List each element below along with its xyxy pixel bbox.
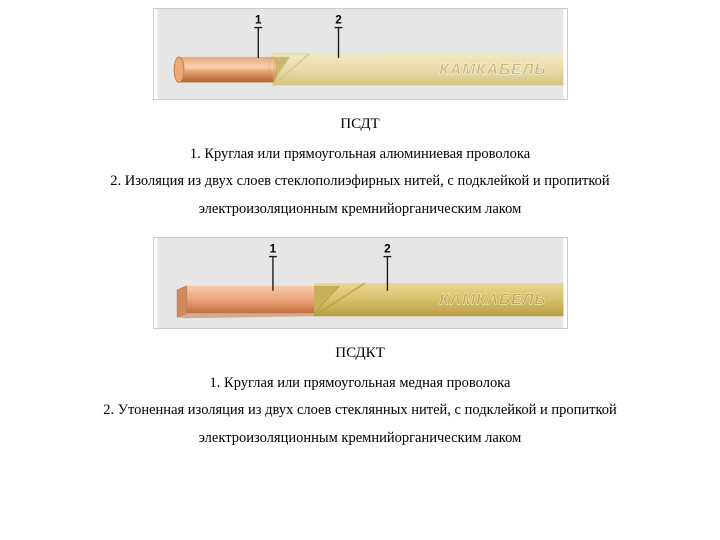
text-psdkt: ПСДКТ 1. Круглая или прямоугольная медна…	[103, 335, 617, 452]
psdt-line3: электроизоляционным кремнийорганическим …	[110, 196, 609, 224]
title-psdt: ПСДТ	[110, 110, 609, 139]
svg-text:1: 1	[269, 243, 276, 256]
text-psdt: ПСДТ 1. Круглая или прямоугольная алюмин…	[110, 106, 609, 223]
section-psdt: КАМКАБЕЛЬ 1 2 ПСДТ 1. Круглая или прямоуго…	[8, 8, 712, 223]
svg-text:1: 1	[255, 14, 262, 27]
svg-text:2: 2	[384, 243, 391, 256]
psdt-line2: 2. Изоляция из двух слоев стеклополиэфир…	[110, 168, 609, 196]
psdkt-line2: 2. Утоненная изоляция из двух слоев стек…	[103, 397, 617, 425]
diagram-psdkt: КАМКАБЕЛЬ 1 2	[153, 237, 568, 329]
section-psdkt: КАМКАБЕЛЬ 1 2 ПСДКТ 1. Круглая или прямоуг…	[8, 237, 712, 452]
title-psdkt: ПСДКТ	[103, 339, 617, 368]
svg-text:КАМКАБЕЛЬ: КАМКАБЕЛЬ	[439, 292, 546, 309]
psdkt-line3: электроизоляционным кремнийорганическим …	[103, 425, 617, 453]
svg-text:КАМКАБЕЛЬ: КАМКАБЕЛЬ	[439, 62, 546, 79]
psdt-line1: 1. Круглая или прямоугольная алюминиевая…	[110, 141, 609, 169]
diagram-psdt: КАМКАБЕЛЬ 1 2	[153, 8, 568, 100]
svg-text:2: 2	[335, 14, 342, 27]
psdkt-line1: 1. Круглая или прямоугольная медная пров…	[103, 370, 617, 398]
